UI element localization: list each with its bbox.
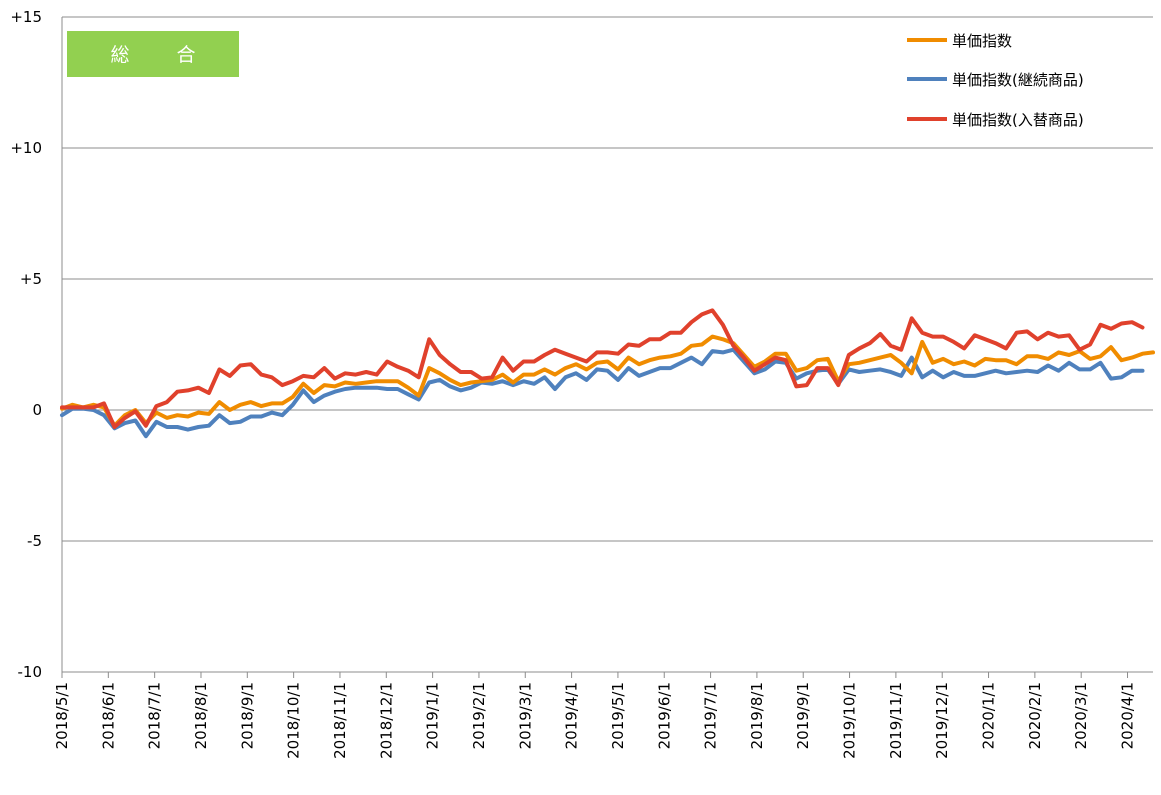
series-line-2	[60, 308, 1145, 429]
legend-label: 単価指数	[952, 32, 1012, 50]
x-tick-label: 2018/12/1	[377, 682, 395, 759]
x-tick-label: 2020/4/1	[1119, 682, 1137, 749]
x-tick-label: 2019/6/1	[655, 682, 673, 749]
x-tick-label: 2018/7/1	[146, 682, 164, 749]
x-tick-label: 2018/6/1	[99, 682, 117, 749]
x-tick-label: 2018/11/1	[331, 682, 349, 759]
y-tick-label: +5	[20, 270, 42, 288]
x-tick-label: 2019/7/1	[702, 682, 720, 749]
x-tick-label: 2018/9/1	[238, 682, 256, 749]
x-tick-label: 2019/1/1	[424, 682, 442, 749]
legend-label: 単価指数(入替商品)	[952, 111, 1084, 129]
x-tick-label: 2018/5/1	[53, 682, 71, 749]
x-tick-label: 2019/12/1	[933, 682, 951, 759]
title-badge-background	[67, 31, 239, 77]
x-tick-label: 2019/2/1	[470, 682, 488, 749]
x-tick-label: 2019/4/1	[563, 682, 581, 749]
title-badge: 総 合	[67, 31, 239, 77]
series-lines	[60, 308, 1155, 439]
x-tick-label: 2020/2/1	[1026, 682, 1044, 749]
x-tick-label: 2018/10/1	[285, 682, 303, 759]
x-tick-label: 2020/1/1	[980, 682, 998, 749]
legend-label: 単価指数(継続商品)	[952, 71, 1084, 89]
x-tick-label: 2020/3/1	[1072, 682, 1090, 749]
chart-title: 総 合	[110, 44, 209, 66]
y-tick-label: -5	[27, 532, 42, 550]
x-tick-label: 2019/8/1	[748, 682, 766, 749]
grid-lines	[62, 16, 1153, 673]
y-tick-label: -10	[18, 663, 43, 681]
x-tick-label: 2019/11/1	[887, 682, 905, 759]
x-tick-label: 2019/9/1	[794, 682, 812, 749]
y-tick-label: 0	[32, 401, 42, 419]
y-axis: +15 +10 +5 0 -5 -10	[10, 8, 63, 681]
series-line-0	[60, 334, 1155, 428]
x-tick-label: 2018/8/1	[192, 682, 210, 749]
x-tick-label: 2019/3/1	[516, 682, 534, 749]
x-tick-label: 2019/5/1	[609, 682, 627, 749]
x-axis: 2018/5/1 2018/6/1 2018/7/1 2018/8/1 2018/9/1…	[53, 672, 1137, 759]
x-tick-label: 2019/10/1	[841, 682, 859, 759]
y-tick-label: +15	[10, 8, 42, 26]
y-tick-label: +10	[10, 139, 42, 157]
series-line-1	[60, 347, 1145, 439]
